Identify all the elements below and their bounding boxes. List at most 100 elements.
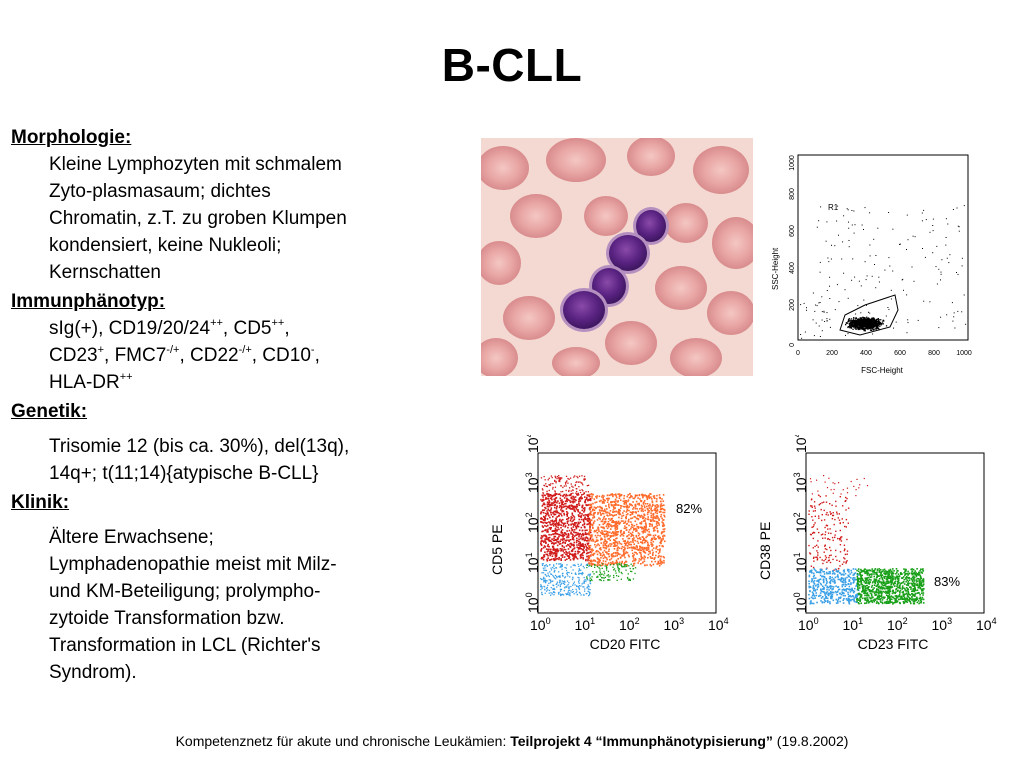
- event-dot: [658, 555, 660, 557]
- event-dot: [824, 558, 827, 561]
- event-dot: [593, 573, 595, 575]
- event-dot: [648, 534, 650, 537]
- event-dot: [564, 482, 567, 484]
- event-dot: [920, 568, 922, 570]
- event-dot: [872, 322, 875, 324]
- event-dot: [621, 554, 623, 557]
- event-dot: [643, 548, 646, 550]
- event-dot: [620, 578, 622, 580]
- event-dot: [653, 509, 655, 511]
- event-dot: [913, 600, 916, 603]
- event-dot: [564, 587, 566, 589]
- event-dot: [546, 485, 548, 488]
- event-dot: [857, 326, 859, 328]
- event-dot: [590, 493, 592, 495]
- event-dot: [588, 524, 591, 526]
- event-dot: [593, 498, 596, 500]
- event-dot: [652, 516, 654, 519]
- event-dot: [553, 577, 556, 579]
- event-dot: [587, 484, 590, 486]
- event-dot: [871, 325, 873, 327]
- event-dot: [553, 494, 555, 496]
- event-dot: [828, 261, 830, 263]
- event-dot: [619, 531, 622, 534]
- event-dot: [630, 495, 632, 497]
- event-dot: [821, 296, 823, 298]
- event-dot: [613, 507, 615, 509]
- event-dot: [544, 573, 546, 576]
- event-dot: [828, 581, 831, 584]
- event-dot: [882, 323, 884, 325]
- event-dot: [865, 592, 868, 595]
- event-dot: [841, 518, 843, 520]
- event-dot: [544, 551, 546, 553]
- event-dot: [856, 575, 859, 578]
- y-tick-label: 102: [524, 512, 541, 533]
- event-dot: [572, 534, 574, 536]
- event-dot: [861, 577, 864, 580]
- event-dot: [817, 552, 819, 554]
- event-dot: [844, 289, 846, 291]
- event-dot: [568, 478, 570, 480]
- event-dot: [878, 276, 880, 278]
- event-dot: [609, 564, 611, 566]
- event-dot: [662, 500, 665, 502]
- event-dot: [826, 524, 828, 527]
- event-dot: [625, 529, 628, 531]
- event-dot: [568, 572, 570, 574]
- event-dot: [642, 495, 645, 497]
- event-dot: [621, 572, 623, 575]
- event-dot: [644, 509, 646, 512]
- event-dot: [602, 523, 604, 525]
- event-dot: [908, 593, 910, 596]
- event-dot: [875, 594, 878, 596]
- event-dot: [888, 587, 890, 589]
- event-dot: [615, 500, 617, 502]
- event-dot: [561, 510, 563, 513]
- event-dot: [647, 511, 649, 514]
- event-dot: [660, 542, 662, 545]
- event-dot: [820, 534, 823, 536]
- event-dot: [864, 322, 866, 324]
- event-dot: [597, 550, 600, 553]
- event-dot: [586, 576, 588, 578]
- event-dot: [956, 272, 957, 273]
- event-dot: [812, 510, 815, 512]
- event-dot: [581, 489, 583, 491]
- event-dot: [877, 580, 879, 583]
- event-dot: [587, 574, 589, 576]
- event-dot: [880, 324, 882, 326]
- event-dot: [603, 530, 606, 532]
- event-dot: [893, 597, 895, 600]
- section-body: Trisomie 12 (bis ca. 30%), del(13q), 14q…: [11, 433, 431, 487]
- event-dot: [879, 587, 881, 590]
- event-dot: [583, 522, 586, 525]
- event-dot: [591, 524, 593, 526]
- event-dot: [886, 582, 889, 585]
- event-dot: [569, 494, 571, 496]
- event-dot: [624, 499, 626, 502]
- event-dot: [903, 568, 905, 570]
- event-dot: [854, 323, 856, 325]
- event-dot: [636, 545, 638, 548]
- event-dot: [543, 541, 545, 543]
- event-dot: [886, 585, 889, 588]
- event-dot: [829, 585, 831, 588]
- event-dot: [813, 595, 816, 597]
- event-dot: [808, 585, 810, 588]
- event-dot: [591, 509, 594, 512]
- event-dot: [860, 317, 863, 319]
- event-dot: [571, 485, 573, 487]
- event-dot: [572, 543, 575, 546]
- event-dot: [891, 601, 893, 604]
- event-dot: [843, 557, 845, 559]
- event-dot: [838, 301, 840, 303]
- event-dot: [635, 536, 638, 538]
- event-dot: [612, 521, 614, 523]
- event-dot: [823, 588, 825, 590]
- event-dot: [826, 548, 828, 551]
- event-dot: [589, 551, 592, 553]
- event-dot: [888, 308, 890, 310]
- event-dot: [625, 560, 627, 563]
- event-dot: [575, 592, 577, 594]
